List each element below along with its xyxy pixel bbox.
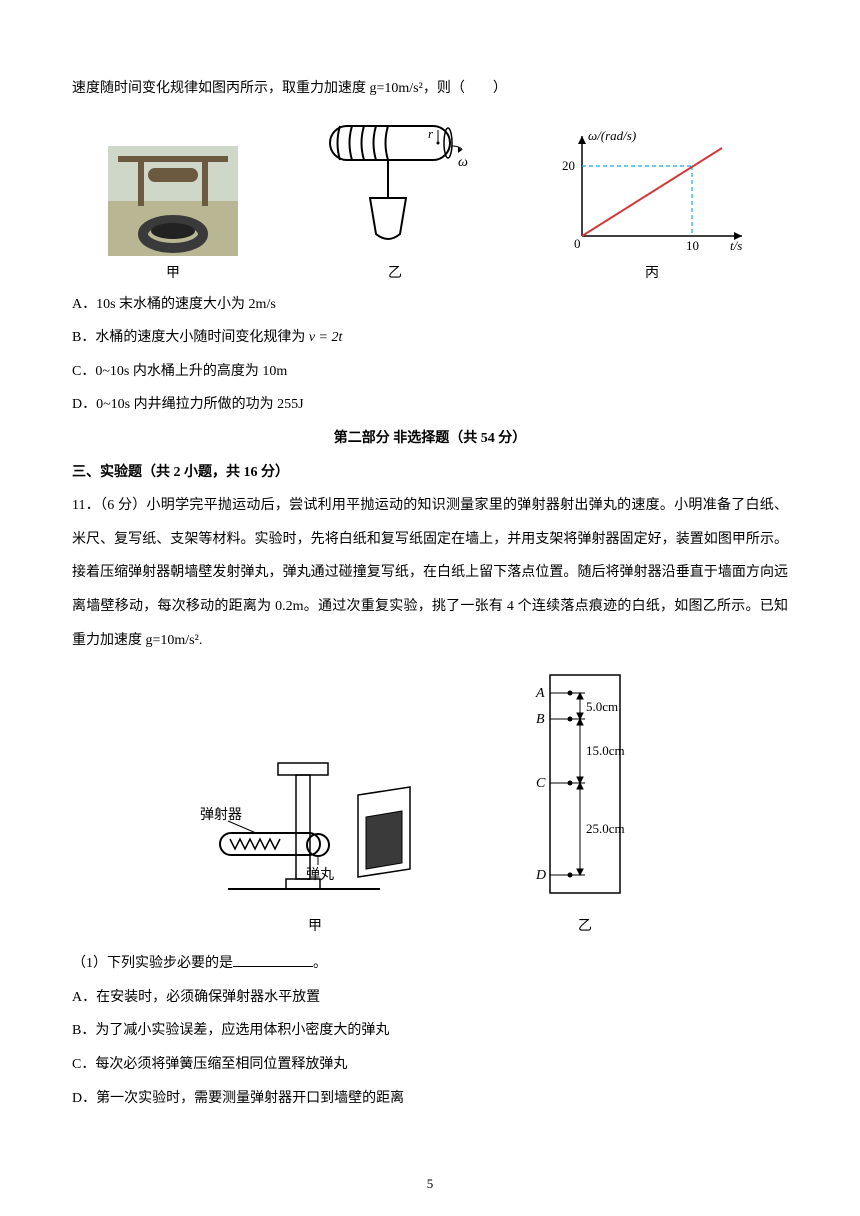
pulley-schematic-icon: r ω xyxy=(310,116,480,256)
svg-text:B: B xyxy=(536,712,545,727)
q11-sub1: （1）下列实验步必要的是 。 xyxy=(72,947,788,981)
figure2-a: 弹射器 弹丸 墙壁 甲 xyxy=(200,739,430,935)
omega-chart-icon: ω/(rad/s) t/s 0 20 10 xyxy=(552,126,752,256)
intro-line: 速度随时间变化规律如图丙所示，取重力加速度 g=10m/s²，则（ ） xyxy=(72,72,788,106)
part3-title: 三、实验题（共 2 小题，共 16 分） xyxy=(72,456,788,490)
svg-text:15.0cm: 15.0cm xyxy=(586,743,625,758)
figure-a: 甲 xyxy=(108,146,238,282)
svg-text:t/s: t/s xyxy=(730,238,742,253)
launcher-icon: 弹射器 弹丸 墙壁 xyxy=(200,739,430,909)
opt-c: C．0~10s 内水桶上升的高度为 10m xyxy=(72,355,788,389)
part2-title: 第二部分 非选择题（共 54 分） xyxy=(72,422,788,456)
blank-1[interactable] xyxy=(233,953,313,967)
q11-opt-a: A．在安装时，必须确保弹射器水平放置 xyxy=(72,981,788,1015)
svg-text:墙壁: 墙壁 xyxy=(368,797,396,813)
opt-b: B．水桶的速度大小随时间变化规律为 v = 2t xyxy=(72,321,788,355)
svg-text:25.0cm: 25.0cm xyxy=(586,821,625,836)
svg-text:20: 20 xyxy=(562,158,575,173)
q11-text: 11．（6 分）小明学完平抛运动后，尝试利用平抛运动的知识测量家里的弹射器射出弹… xyxy=(72,489,788,657)
photo-well-icon xyxy=(108,146,238,256)
page-number: 5 xyxy=(0,1176,860,1192)
svg-text:r: r xyxy=(428,126,434,141)
figure2-b: A B C D xyxy=(510,669,660,935)
svg-text:0: 0 xyxy=(574,236,581,251)
opt-b-formula: v = 2t xyxy=(309,330,343,345)
opt-a: A．10s 末水桶的速度大小为 2m/s xyxy=(72,288,788,322)
opt-d: D．0~10s 内井绳拉力所做的功为 255J xyxy=(72,388,788,422)
svg-text:弹丸: 弹丸 xyxy=(306,867,334,883)
svg-text:弹射器: 弹射器 xyxy=(200,807,242,823)
caption-b: 乙 xyxy=(388,262,402,282)
svg-text:10: 10 xyxy=(686,238,699,253)
svg-text:ω: ω xyxy=(458,155,468,170)
figure-row-1: 甲 r ω 乙 ω/(rad/s) t/s 0 20 10 xyxy=(72,116,788,282)
svg-text:ω/(rad/s): ω/(rad/s) xyxy=(588,128,636,143)
q11-opt-b: B．为了减小实验误差，应选用体积小密度大的弹丸 xyxy=(72,1014,788,1048)
paper-marks-icon: A B C D xyxy=(510,669,660,909)
svg-text:C: C xyxy=(536,776,546,791)
caption-a: 甲 xyxy=(166,262,180,282)
q11-sub1-text: （1）下列实验步必要的是 xyxy=(72,956,233,971)
caption2-b: 乙 xyxy=(578,915,592,935)
q11-opt-c: C．每次必须将弹簧压缩至相同位置释放弹丸 xyxy=(72,1048,788,1082)
caption2-a: 甲 xyxy=(308,915,322,935)
svg-text:A: A xyxy=(535,686,545,701)
q11-opt-d: D．第一次实验时，需要测量弹射器开口到墙壁的距离 xyxy=(72,1082,788,1116)
figure-row-2: 弹射器 弹丸 墙壁 甲 A B C D xyxy=(72,669,788,935)
opt-b-prefix: B．水桶的速度大小随时间变化规律为 xyxy=(72,330,305,345)
caption-c: 丙 xyxy=(645,262,659,282)
svg-text:5.0cm: 5.0cm xyxy=(586,699,618,714)
figure-c: ω/(rad/s) t/s 0 20 10 丙 xyxy=(552,126,752,282)
q11-period: 。 xyxy=(313,956,327,971)
svg-text:D: D xyxy=(535,868,546,883)
figure-b: r ω 乙 xyxy=(310,116,480,282)
